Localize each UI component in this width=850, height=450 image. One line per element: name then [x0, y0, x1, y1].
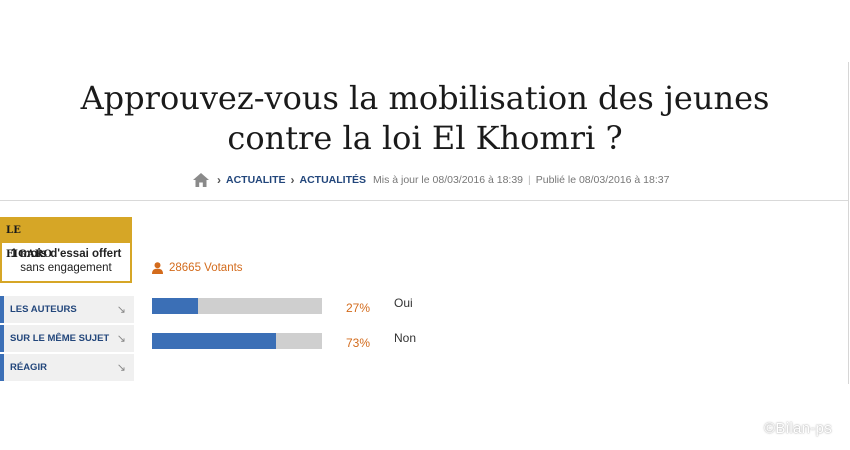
side-nav: LES AUTEURS ↘ SUR LE MÊME SUJET ↘ RÉAGIR… [0, 296, 134, 383]
breadcrumb-link-actualites[interactable]: ACTUALITÉS [299, 174, 367, 186]
breadcrumb: › ACTUALITE › ACTUALITÉS Mis à jour le 0… [193, 170, 669, 190]
poll-answer: Oui [394, 296, 413, 310]
side-nav-label: SUR LE MÊME SUJET [10, 333, 110, 344]
watermark: ©Bilan-ps [764, 420, 832, 437]
side-nav-item-meme-sujet[interactable]: SUR LE MÊME SUJET ↘ [0, 325, 134, 352]
poll-option-oui[interactable]: 27% Oui [152, 296, 413, 315]
premium-offer: 1 mois d'essai offert sans engagement [2, 247, 130, 275]
side-nav-item-reagir[interactable]: RÉAGIR ↘ [0, 354, 134, 381]
poll-answer: Non [394, 331, 417, 345]
person-icon [152, 262, 163, 274]
updated-date: Mis à jour le 08/03/2016 à 18:39 [373, 174, 524, 186]
poll-bar [152, 298, 322, 314]
chevron-right-icon: › [290, 173, 295, 187]
premium-offer-sub: sans engagement [20, 262, 112, 274]
poll-option-non[interactable]: 73% Non [152, 331, 417, 350]
published-date: Publié le 08/03/2016 à 18:37 [535, 174, 670, 186]
header-divider [0, 200, 848, 201]
article-title: Approuvez-vous la mobilisation des jeune… [0, 78, 850, 158]
poll-percent: 73% [345, 336, 370, 350]
arrow-down-right-icon: ↘ [116, 333, 126, 345]
poll-bar-fill [152, 298, 198, 314]
poll-percent: 27% [345, 301, 370, 315]
figaro-premium-banner[interactable]: LE FIGARO PREMIUM 1 mois d'essai offert s… [0, 217, 132, 283]
breadcrumb-divider: | [528, 174, 531, 186]
page-edge-rule [848, 62, 849, 384]
chevron-right-icon: › [217, 173, 221, 187]
home-icon[interactable] [193, 173, 209, 187]
premium-offer-main: 1 mois d'essai offert [10, 248, 122, 260]
breadcrumb-link-actualite[interactable]: ACTUALITE [226, 174, 286, 186]
arrow-down-right-icon: ↘ [116, 362, 126, 374]
premium-brand-name: LE FIGARO [6, 225, 53, 260]
side-nav-label: LES AUTEURS [10, 304, 77, 315]
poll-bar-fill [152, 333, 277, 349]
side-nav-label: RÉAGIR [10, 362, 47, 373]
votes-count: 28665 Votants [152, 262, 243, 274]
article-title-line1: Approuvez-vous la mobilisation des jeune… [80, 79, 770, 117]
poll-bar [152, 333, 322, 349]
arrow-down-right-icon: ↘ [116, 304, 126, 316]
article-title-line2: contre la loi El Khomri ? [227, 119, 623, 157]
side-nav-item-auteurs[interactable]: LES AUTEURS ↘ [0, 296, 134, 323]
premium-brand-bar: LE FIGARO PREMIUM [2, 219, 130, 260]
premium-brand-tag: PREMIUM [55, 249, 116, 260]
votes-label: 28665 Votants [169, 262, 243, 274]
